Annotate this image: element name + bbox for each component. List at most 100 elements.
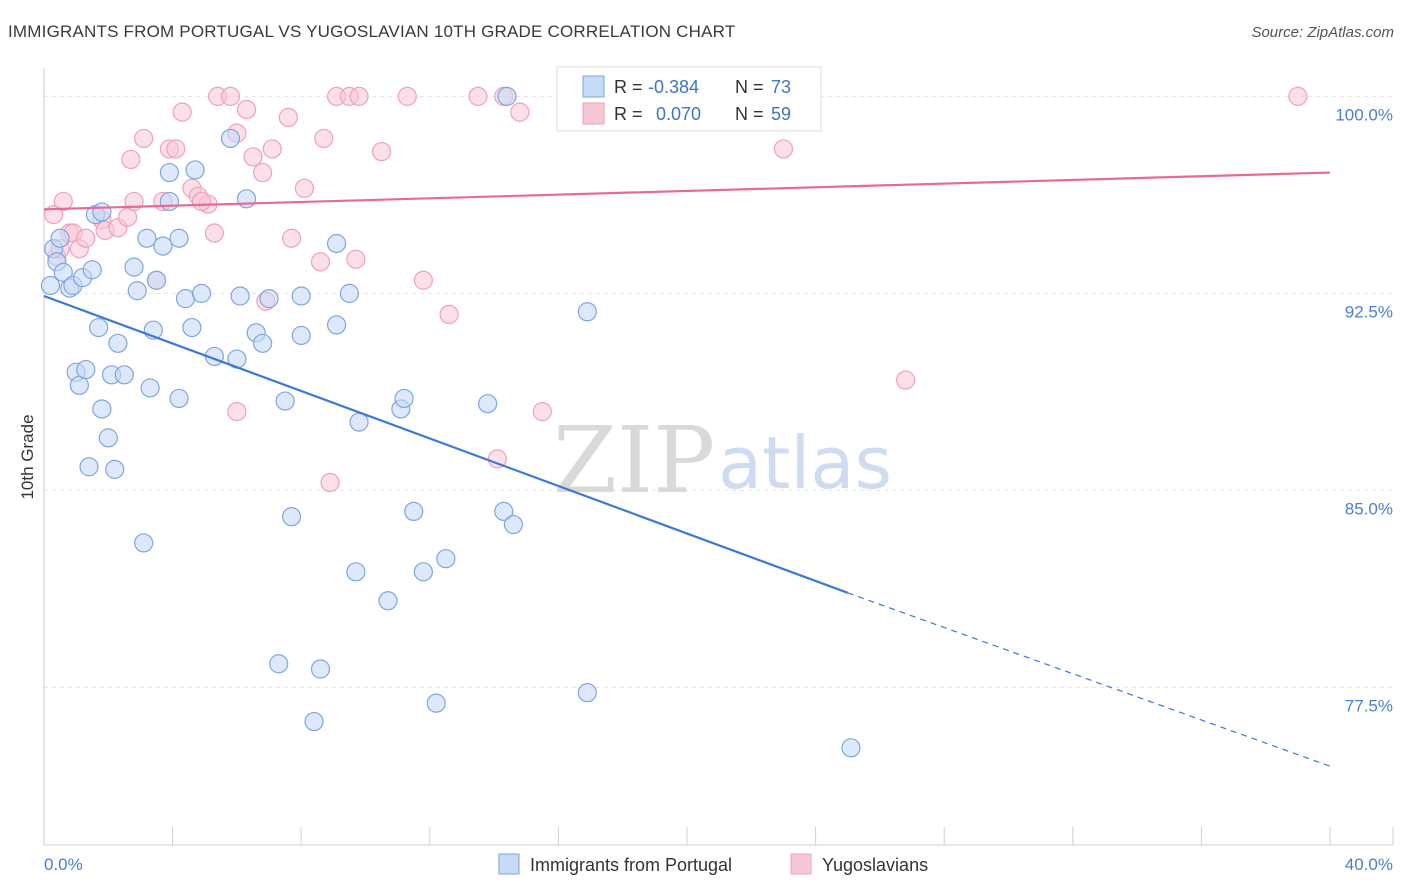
legend-r-value-yugoslavians: 0.070 <box>656 104 701 124</box>
data-point-portugal <box>236 189 257 209</box>
data-point-portugal <box>153 236 173 256</box>
data-point-portugal <box>253 333 273 353</box>
trend-line-portugal <box>43 294 849 594</box>
data-point-portugal <box>478 394 498 414</box>
watermark-atlas: atlas <box>718 421 892 505</box>
data-point-yugoslavians <box>76 228 96 248</box>
data-point-yugoslavians <box>278 107 298 128</box>
data-point-portugal <box>50 228 70 248</box>
data-point-portugal <box>140 378 160 398</box>
data-point-portugal <box>275 391 295 411</box>
data-point-yugoslavians <box>413 270 433 290</box>
data-point-yugoslavians <box>310 252 331 272</box>
data-point-yugoslavians <box>896 370 916 390</box>
data-point-portugal <box>404 501 424 522</box>
data-point-yugoslavians <box>439 304 459 325</box>
data-point-portugal <box>413 562 433 582</box>
data-point-portugal <box>426 693 446 713</box>
data-point-portugal <box>134 533 154 553</box>
source-label: Source: ZipAtlas.com <box>1251 24 1394 41</box>
data-point-portugal <box>159 162 179 183</box>
data-point-portugal <box>346 562 366 582</box>
data-point-portugal <box>98 428 118 448</box>
legend-r-value-portugal: -0.384 <box>648 77 699 97</box>
data-point-yugoslavians <box>236 99 257 120</box>
data-point-portugal <box>394 388 414 409</box>
data-point-portugal <box>281 507 302 527</box>
data-point-yugoslavians <box>253 162 273 183</box>
data-point-yugoslavians <box>487 449 507 469</box>
data-point-yugoslavians <box>510 102 530 122</box>
data-point-portugal <box>175 289 196 309</box>
data-point-yugoslavians <box>320 472 340 493</box>
x-tick-labels: 0.0% 40.0% <box>44 855 1393 874</box>
legend-n-label-portugal: N = <box>735 77 764 97</box>
x-tick-label-min: 0.0% <box>44 855 83 874</box>
data-point-yugoslavians <box>371 141 392 162</box>
data-point-yugoslavians <box>314 128 334 149</box>
data-point-portugal <box>494 501 514 522</box>
trend-line-portugal-extension <box>847 592 1331 767</box>
data-point-yugoslavians <box>1288 86 1308 106</box>
data-point-yugoslavians <box>349 86 369 106</box>
axes <box>43 68 1394 846</box>
data-point-portugal <box>191 283 212 303</box>
data-point-portugal <box>436 549 456 569</box>
trend-lines <box>43 171 1331 767</box>
data-point-portugal <box>89 317 109 338</box>
data-point-yugoslavians <box>346 249 366 269</box>
legend-swatch-yugoslavians <box>582 102 605 125</box>
legend-n-label-yugoslavians: N = <box>735 104 764 124</box>
y-tick-labels: 77.5% 85.0% 92.5% 100.0% <box>1335 105 1393 715</box>
data-point-yugoslavians <box>397 86 417 106</box>
watermark-zip: ZIP <box>553 407 715 514</box>
data-point-portugal <box>259 289 279 309</box>
watermark: ZIP atlas <box>553 407 892 514</box>
data-point-portugal <box>841 738 861 758</box>
data-point-portugal <box>220 128 241 149</box>
data-point-portugal <box>105 459 125 479</box>
bottom-legend-swatch-yugoslavians <box>790 853 812 875</box>
data-point-yugoslavians <box>204 223 224 243</box>
data-point-yugoslavians <box>134 128 154 149</box>
data-point-yugoslavians <box>281 228 302 248</box>
data-point-portugal <box>497 86 517 106</box>
data-point-yugoslavians <box>166 139 186 159</box>
trend-line-yugoslavians <box>43 171 1331 211</box>
data-point-portugal <box>291 286 311 306</box>
data-point-portugal <box>577 302 597 322</box>
data-point-yugoslavians <box>243 147 263 167</box>
data-point-portugal <box>82 260 102 280</box>
data-point-yugoslavians <box>220 86 241 106</box>
data-point-portugal <box>137 228 157 248</box>
data-point-portugal <box>124 257 144 277</box>
series-legend: Immigrants from Portugal Yugoslavians <box>498 853 928 875</box>
data-point-portugal <box>127 281 147 301</box>
data-point-portugal <box>378 591 398 611</box>
legend-n-value-portugal: 73 <box>771 77 791 97</box>
data-point-portugal <box>185 160 205 180</box>
data-point-portugal <box>230 286 250 306</box>
bottom-legend-swatch-portugal <box>498 853 520 875</box>
data-point-portugal <box>92 399 112 419</box>
data-point-portugal <box>304 711 324 732</box>
data-point-portugal <box>503 514 523 535</box>
data-point-portugal <box>577 683 597 703</box>
data-point-yugoslavians <box>262 139 282 159</box>
data-point-yugoslavians <box>191 191 212 212</box>
data-point-portugal <box>146 270 167 290</box>
bottom-legend-label-yugoslavians: Yugoslavians <box>822 855 928 875</box>
data-point-portugal <box>108 333 128 353</box>
data-point-portugal <box>159 191 179 212</box>
data-point-yugoslavians <box>121 149 141 170</box>
data-point-portugal <box>326 315 347 335</box>
data-point-yugoslavians <box>53 191 73 212</box>
y-axis-title: 10th Grade <box>18 414 37 499</box>
data-point-yugoslavians <box>532 401 552 422</box>
data-point-portugal <box>79 457 99 477</box>
data-point-portugal <box>269 654 289 674</box>
correlation-legend: R = -0.384 N = 73 R = 0.070 N = 59 <box>556 66 822 132</box>
data-point-portugal <box>182 317 202 338</box>
data-point-yugoslavians <box>294 178 315 198</box>
